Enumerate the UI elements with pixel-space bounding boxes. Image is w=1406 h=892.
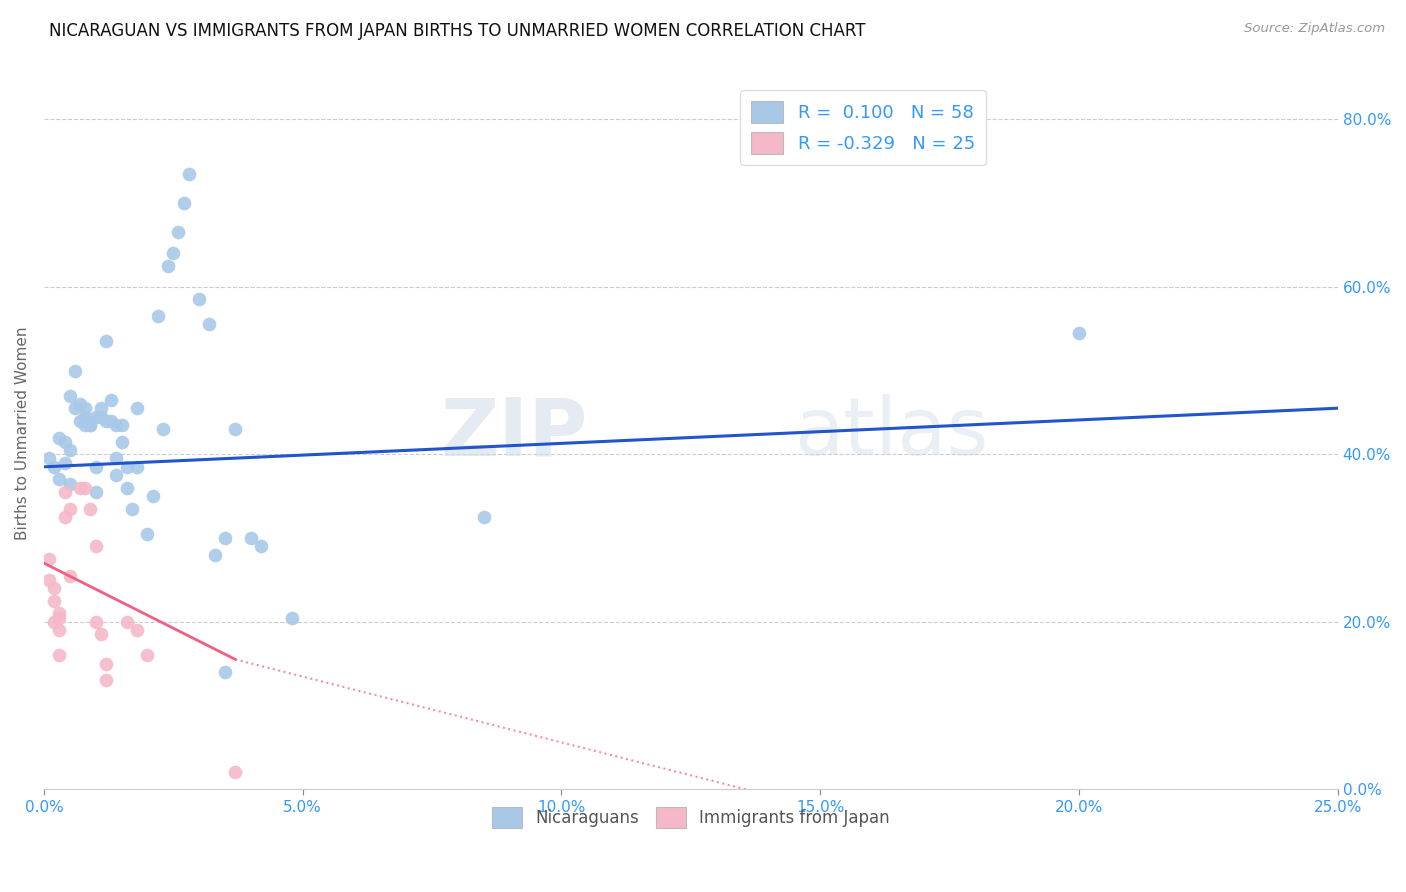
Point — [121, 501, 143, 516]
Point — [142, 489, 165, 503]
Point — [84, 459, 107, 474]
Point — [214, 531, 236, 545]
Point — [100, 414, 122, 428]
Point — [90, 409, 112, 424]
Point — [239, 531, 262, 545]
Point — [44, 459, 66, 474]
Point — [75, 409, 97, 424]
Point — [94, 414, 117, 428]
Point — [472, 510, 495, 524]
Point — [63, 363, 86, 377]
Point — [69, 414, 91, 428]
Point — [204, 548, 226, 562]
Point — [75, 481, 97, 495]
Point — [79, 417, 101, 432]
Point — [224, 422, 246, 436]
Text: NICARAGUAN VS IMMIGRANTS FROM JAPAN BIRTHS TO UNMARRIED WOMEN CORRELATION CHART: NICARAGUAN VS IMMIGRANTS FROM JAPAN BIRT… — [49, 22, 866, 40]
Point — [48, 607, 70, 621]
Point — [38, 451, 60, 466]
Point — [136, 648, 159, 663]
Point — [38, 552, 60, 566]
Point — [44, 615, 66, 629]
Point — [115, 615, 138, 629]
Point — [59, 389, 82, 403]
Point — [53, 485, 76, 500]
Point — [44, 594, 66, 608]
Point — [157, 259, 180, 273]
Point — [69, 397, 91, 411]
Point — [75, 401, 97, 416]
Point — [38, 573, 60, 587]
Point — [48, 623, 70, 637]
Point — [48, 648, 70, 663]
Point — [115, 481, 138, 495]
Point — [59, 476, 82, 491]
Point — [136, 526, 159, 541]
Point — [69, 481, 91, 495]
Point — [146, 309, 169, 323]
Point — [250, 540, 273, 554]
Point — [152, 422, 174, 436]
Point — [94, 657, 117, 671]
Point — [53, 434, 76, 449]
Point — [59, 501, 82, 516]
Point — [59, 568, 82, 582]
Point — [90, 401, 112, 416]
Point — [198, 318, 221, 332]
Point — [79, 414, 101, 428]
Point — [110, 417, 132, 432]
Point — [44, 581, 66, 595]
Point — [105, 451, 128, 466]
Point — [125, 459, 148, 474]
Point — [110, 434, 132, 449]
Point — [162, 246, 184, 260]
Legend: Nicaraguans, Immigrants from Japan: Nicaraguans, Immigrants from Japan — [485, 801, 896, 834]
Point — [214, 665, 236, 679]
Point — [59, 443, 82, 458]
Point — [84, 540, 107, 554]
Point — [224, 765, 246, 780]
Point — [94, 673, 117, 688]
Point — [79, 417, 101, 432]
Point — [125, 623, 148, 637]
Point — [177, 167, 200, 181]
Text: ZIP: ZIP — [440, 394, 588, 473]
Point — [48, 610, 70, 624]
Point — [48, 472, 70, 486]
Point — [84, 615, 107, 629]
Point — [53, 510, 76, 524]
Text: Source: ZipAtlas.com: Source: ZipAtlas.com — [1244, 22, 1385, 36]
Point — [125, 401, 148, 416]
Point — [188, 293, 211, 307]
Point — [281, 610, 304, 624]
Point — [75, 417, 97, 432]
Point — [53, 456, 76, 470]
Point — [1067, 326, 1090, 340]
Point — [63, 401, 86, 416]
Text: atlas: atlas — [794, 394, 988, 473]
Point — [79, 501, 101, 516]
Point — [84, 409, 107, 424]
Y-axis label: Births to Unmarried Women: Births to Unmarried Women — [15, 326, 30, 540]
Point — [105, 468, 128, 483]
Point — [94, 334, 117, 349]
Point — [105, 417, 128, 432]
Point — [48, 430, 70, 444]
Point — [115, 459, 138, 474]
Point — [173, 196, 195, 211]
Point — [100, 392, 122, 407]
Point — [90, 627, 112, 641]
Point — [84, 485, 107, 500]
Point — [167, 225, 190, 239]
